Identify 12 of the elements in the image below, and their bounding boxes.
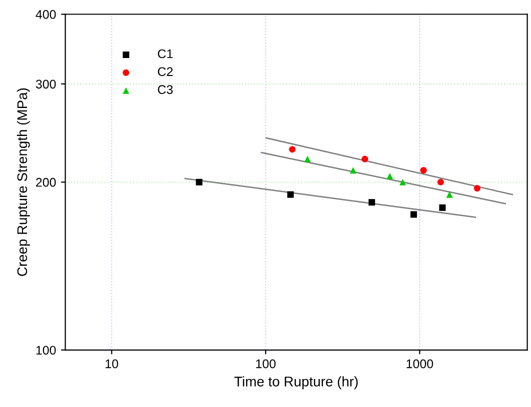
y-tick-label: 100 — [36, 346, 56, 355]
x-axis-title: Time to Rupture (hr) — [234, 376, 358, 390]
y-tick-label: 200 — [36, 178, 56, 187]
legend-label: C1 — [158, 49, 173, 58]
legend-label: C2 — [158, 67, 173, 76]
y-tick-label: 400 — [36, 10, 56, 19]
x-tick-label: 10 — [106, 359, 118, 368]
x-tick-label: 1000 — [406, 359, 434, 368]
y-axis-title: Creep Rupture Strength (MPa) — [16, 88, 30, 276]
legend-label: C3 — [158, 85, 173, 94]
x-tick-label: 100 — [256, 359, 276, 368]
y-tick-label: 300 — [36, 80, 56, 89]
